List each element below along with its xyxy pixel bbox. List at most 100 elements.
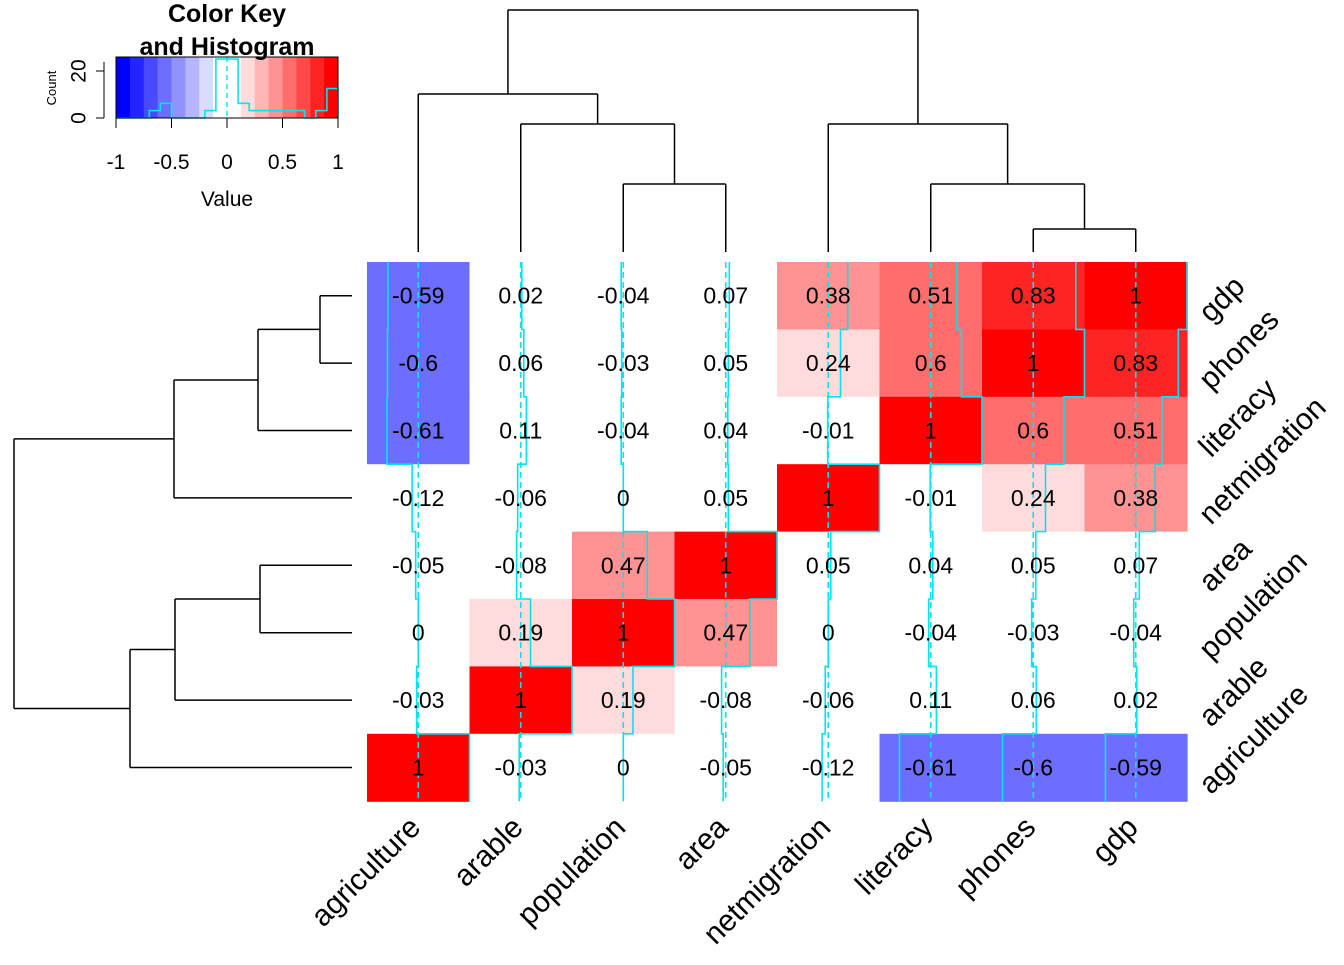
trace-line-netmigration	[821, 262, 881, 802]
color-key-title-line-2: and Histogram	[139, 33, 314, 61]
color-key-band-5	[185, 57, 200, 118]
cell-label-literacy-arable: 0.11	[499, 418, 542, 444]
cell-label-population-agriculture: 0	[412, 620, 425, 646]
color-key-band-15	[324, 57, 339, 118]
color-key-band-1	[129, 57, 145, 118]
cell-label-arable-phones: 0.06	[1011, 687, 1056, 713]
color-key-x-tick-label-4: 1	[332, 151, 344, 174]
cell-label-population-gdp: -0.04	[1110, 620, 1163, 646]
cell-label-netmigration-area: 0.05	[703, 485, 748, 511]
cell-label-area-area: 1	[719, 552, 732, 578]
cell-label-arable-population: 0.19	[601, 687, 646, 713]
cell-labels: -0.59 0.02 -0.04 0.07 0.38 0.51 0.83 1 -0.6 0.06 -…	[392, 283, 1162, 781]
cell-label-agriculture-arable: -0.03	[495, 755, 547, 781]
cell-label-gdp-arable: 0.02	[498, 283, 543, 309]
cell-label-population-arable: 0.19	[498, 620, 543, 646]
cell-label-gdp-literacy: 0.51	[908, 283, 953, 309]
cell-label-phones-netmigration: 0.24	[806, 350, 851, 376]
cell-label-literacy-gdp: 0.51	[1113, 418, 1158, 444]
color-key-band-8	[227, 57, 242, 118]
cell-label-arable-area: -0.08	[700, 687, 752, 713]
cell-label-population-literacy: -0.04	[905, 620, 958, 646]
cell-label-area-netmigration: 0.05	[806, 552, 851, 578]
column-label-agriculture: agriculture	[305, 811, 427, 933]
cell-label-population-population: 1	[617, 620, 630, 646]
trace-line-gdp	[1104, 262, 1188, 802]
trace-line-phones	[1001, 262, 1086, 802]
color-key: Color Key and Histogram -1 -0.5 0 0.5 1 Value 0 2…	[44, 0, 344, 211]
cell-label-netmigration-netmigration: 1	[822, 485, 835, 511]
cell-label-population-area: 0.47	[703, 620, 748, 646]
color-key-band-11	[268, 57, 283, 118]
cell-label-arable-gdp: 0.02	[1113, 687, 1158, 713]
cell-label-agriculture-population: 0	[617, 755, 630, 781]
cell-label-netmigration-population: 0	[617, 485, 630, 511]
cell-label-phones-phones: 1	[1027, 350, 1040, 376]
cell-label-area-agriculture: -0.05	[392, 552, 444, 578]
cell-label-phones-agriculture: -0.6	[398, 350, 438, 376]
row-label-gdp: gdp	[1193, 270, 1252, 329]
heatmap-cells	[367, 262, 1188, 802]
cell-label-gdp-phones: 0.83	[1011, 283, 1056, 309]
cell-label-phones-literacy: 0.6	[915, 350, 947, 376]
cell-label-gdp-population: -0.04	[597, 283, 650, 309]
column-label-phones: phones	[949, 811, 1042, 904]
cell-label-agriculture-literacy: -0.61	[905, 755, 957, 781]
cell-label-phones-arable: 0.06	[498, 350, 543, 376]
color-key-x-tick-label-1: -0.5	[153, 151, 189, 174]
color-key-y-tick-label-1: 20	[68, 59, 91, 82]
cell-label-netmigration-arable: -0.06	[495, 485, 547, 511]
trace-line-population	[620, 262, 676, 802]
row-dendrogram	[13, 294, 352, 769]
color-key-x-tick-label-2: 0	[221, 151, 233, 174]
cell-label-agriculture-agriculture: 1	[412, 755, 425, 781]
cell-label-gdp-area: 0.07	[703, 283, 748, 309]
column-label-literacy: literacy	[849, 811, 940, 902]
color-key-band-7	[213, 57, 228, 118]
cell-label-arable-literacy: 0.11	[909, 687, 952, 713]
cell-label-arable-arable: 1	[514, 687, 527, 713]
cell-label-netmigration-gdp: 0.38	[1113, 485, 1158, 511]
cell-label-arable-agriculture: -0.03	[392, 687, 444, 713]
column-label-population: population	[511, 811, 632, 932]
color-key-band-14	[310, 57, 325, 118]
trace-lines	[386, 262, 1188, 802]
color-key-xlabel: Value	[201, 188, 253, 211]
cell-label-netmigration-agriculture: -0.12	[392, 485, 444, 511]
color-key-band-10	[254, 57, 270, 118]
column-label-arable: arable	[447, 811, 529, 893]
cell-label-literacy-agriculture: -0.61	[392, 418, 444, 444]
color-key-band-12	[282, 57, 297, 118]
cell-label-area-literacy: 0.04	[908, 552, 953, 578]
cell-label-literacy-area: 0.04	[703, 418, 748, 444]
cell-label-area-arable: -0.08	[495, 552, 547, 578]
cell-label-agriculture-phones: -0.6	[1013, 755, 1053, 781]
trace-line-agriculture	[386, 262, 471, 802]
cell-label-agriculture-gdp: -0.59	[1110, 755, 1162, 781]
color-key-band-6	[199, 57, 214, 118]
color-key-band-9	[240, 57, 256, 118]
column-dendrogram	[417, 9, 1137, 252]
color-key-title-line-1: Color Key	[168, 0, 286, 28]
trace-line-area	[720, 262, 778, 802]
trace-line-literacy	[898, 262, 983, 802]
column-label-area: area	[669, 811, 735, 877]
cell-label-area-gdp: 0.07	[1113, 552, 1158, 578]
column-label-gdp: gdp	[1086, 811, 1145, 870]
cell-label-agriculture-netmigration: -0.12	[802, 755, 854, 781]
cell-label-gdp-gdp: 1	[1129, 283, 1142, 309]
cell-label-literacy-phones: 0.6	[1017, 418, 1049, 444]
cell-label-netmigration-literacy: -0.01	[905, 485, 957, 511]
cell-label-agriculture-area: -0.05	[700, 755, 752, 781]
cell-label-phones-area: 0.05	[703, 350, 748, 376]
cell-label-gdp-agriculture: -0.59	[392, 283, 444, 309]
cell-label-gdp-netmigration: 0.38	[806, 283, 851, 309]
cell-label-phones-population: -0.03	[597, 350, 649, 376]
cell-label-literacy-netmigration: -0.01	[802, 418, 854, 444]
color-key-y-tick-label-0: 0	[68, 112, 91, 124]
color-key-band-2	[143, 57, 159, 118]
color-key-band-0	[116, 57, 131, 118]
color-key-band-13	[296, 57, 311, 118]
